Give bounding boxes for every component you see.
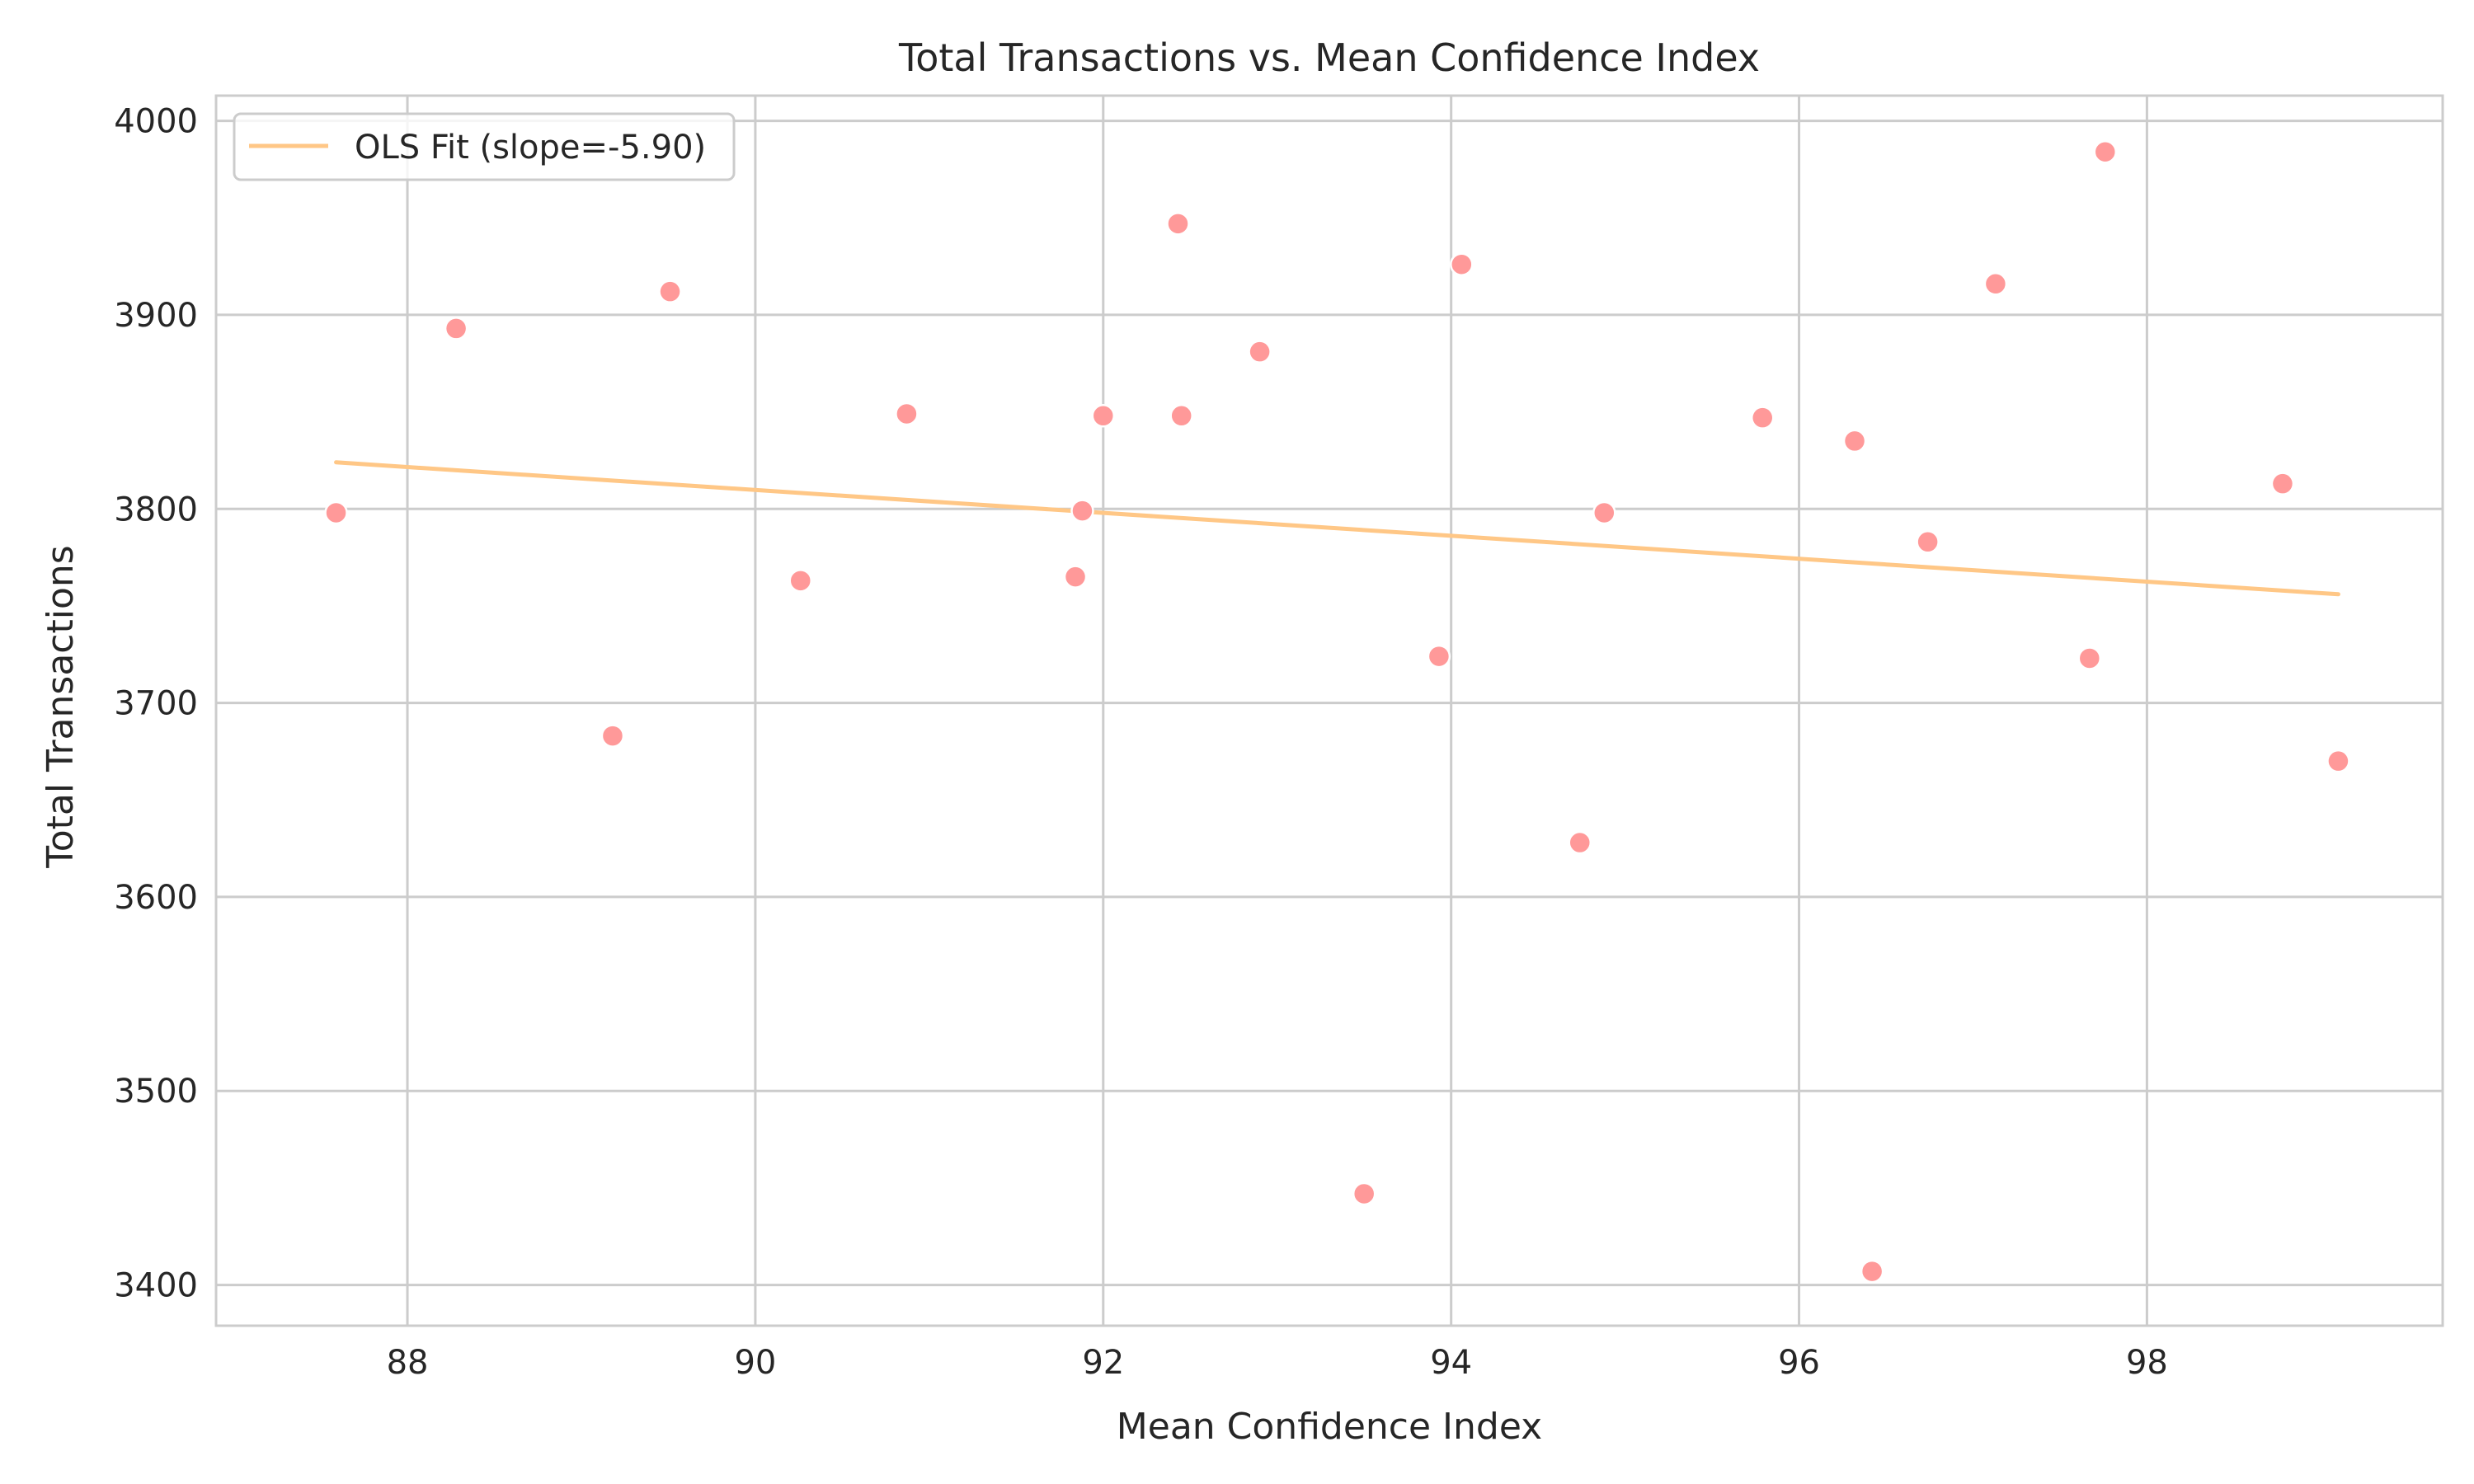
legend-label: OLS Fit (slope=-5.90) <box>355 129 706 167</box>
data-points <box>324 139 2350 1284</box>
data-point <box>1450 252 1474 276</box>
data-point <box>1983 272 2008 296</box>
data-point <box>1091 404 1116 428</box>
data-point <box>788 569 812 593</box>
data-point <box>1860 1259 1884 1284</box>
data-point <box>1352 1181 1376 1206</box>
x-tick-label: 88 <box>387 1344 429 1382</box>
data-point <box>1842 429 1867 453</box>
fit-line-layer <box>334 460 2340 597</box>
data-point <box>1916 530 1940 554</box>
x-tick-label: 98 <box>2126 1344 2168 1382</box>
data-point <box>1248 340 1272 364</box>
grid <box>216 96 2443 1326</box>
data-point <box>1427 644 1451 669</box>
data-point <box>1166 212 1190 236</box>
data-point <box>1568 830 1592 855</box>
legend: OLS Fit (slope=-5.90) <box>233 112 736 181</box>
data-point <box>324 500 348 525</box>
data-point <box>2077 646 2102 670</box>
x-tick-label: 90 <box>734 1344 776 1382</box>
y-tick-label: 3400 <box>114 1267 198 1305</box>
data-point <box>1063 565 1088 589</box>
data-point <box>2326 749 2350 773</box>
y-tick-labels: 3400 3500 3600 3700 3800 3900 4000 <box>114 103 198 1305</box>
y-tick-label: 3700 <box>114 685 198 723</box>
data-point <box>1070 499 1094 523</box>
y-tick-label: 3900 <box>114 297 198 335</box>
x-tick-labels: 88 90 92 94 96 98 <box>387 1344 2168 1382</box>
data-point <box>2270 472 2295 495</box>
chart-title: Total Transactions vs. Mean Confidence I… <box>898 35 1760 80</box>
x-tick-label: 94 <box>1430 1344 1472 1382</box>
y-tick-label: 4000 <box>114 103 198 141</box>
data-point <box>1592 500 1616 525</box>
y-axis-label: Total Transactions <box>40 545 82 868</box>
ols-fit-line <box>334 460 2340 597</box>
plot-frame <box>214 94 2444 1327</box>
data-point <box>600 724 625 748</box>
x-axis-label: Mean Confidence Index <box>1117 1406 1542 1448</box>
data-point <box>895 402 919 426</box>
y-tick-label: 3600 <box>114 879 198 917</box>
data-point <box>658 279 682 303</box>
x-tick-label: 92 <box>1082 1344 1124 1382</box>
data-point <box>444 317 468 340</box>
x-tick-label: 96 <box>1778 1344 1820 1382</box>
y-tick-label: 3500 <box>114 1073 198 1111</box>
y-tick-label: 3800 <box>114 491 198 528</box>
data-point <box>1750 406 1775 430</box>
data-point <box>1169 404 1193 428</box>
data-point <box>2093 139 2118 164</box>
legend-box <box>233 112 736 181</box>
